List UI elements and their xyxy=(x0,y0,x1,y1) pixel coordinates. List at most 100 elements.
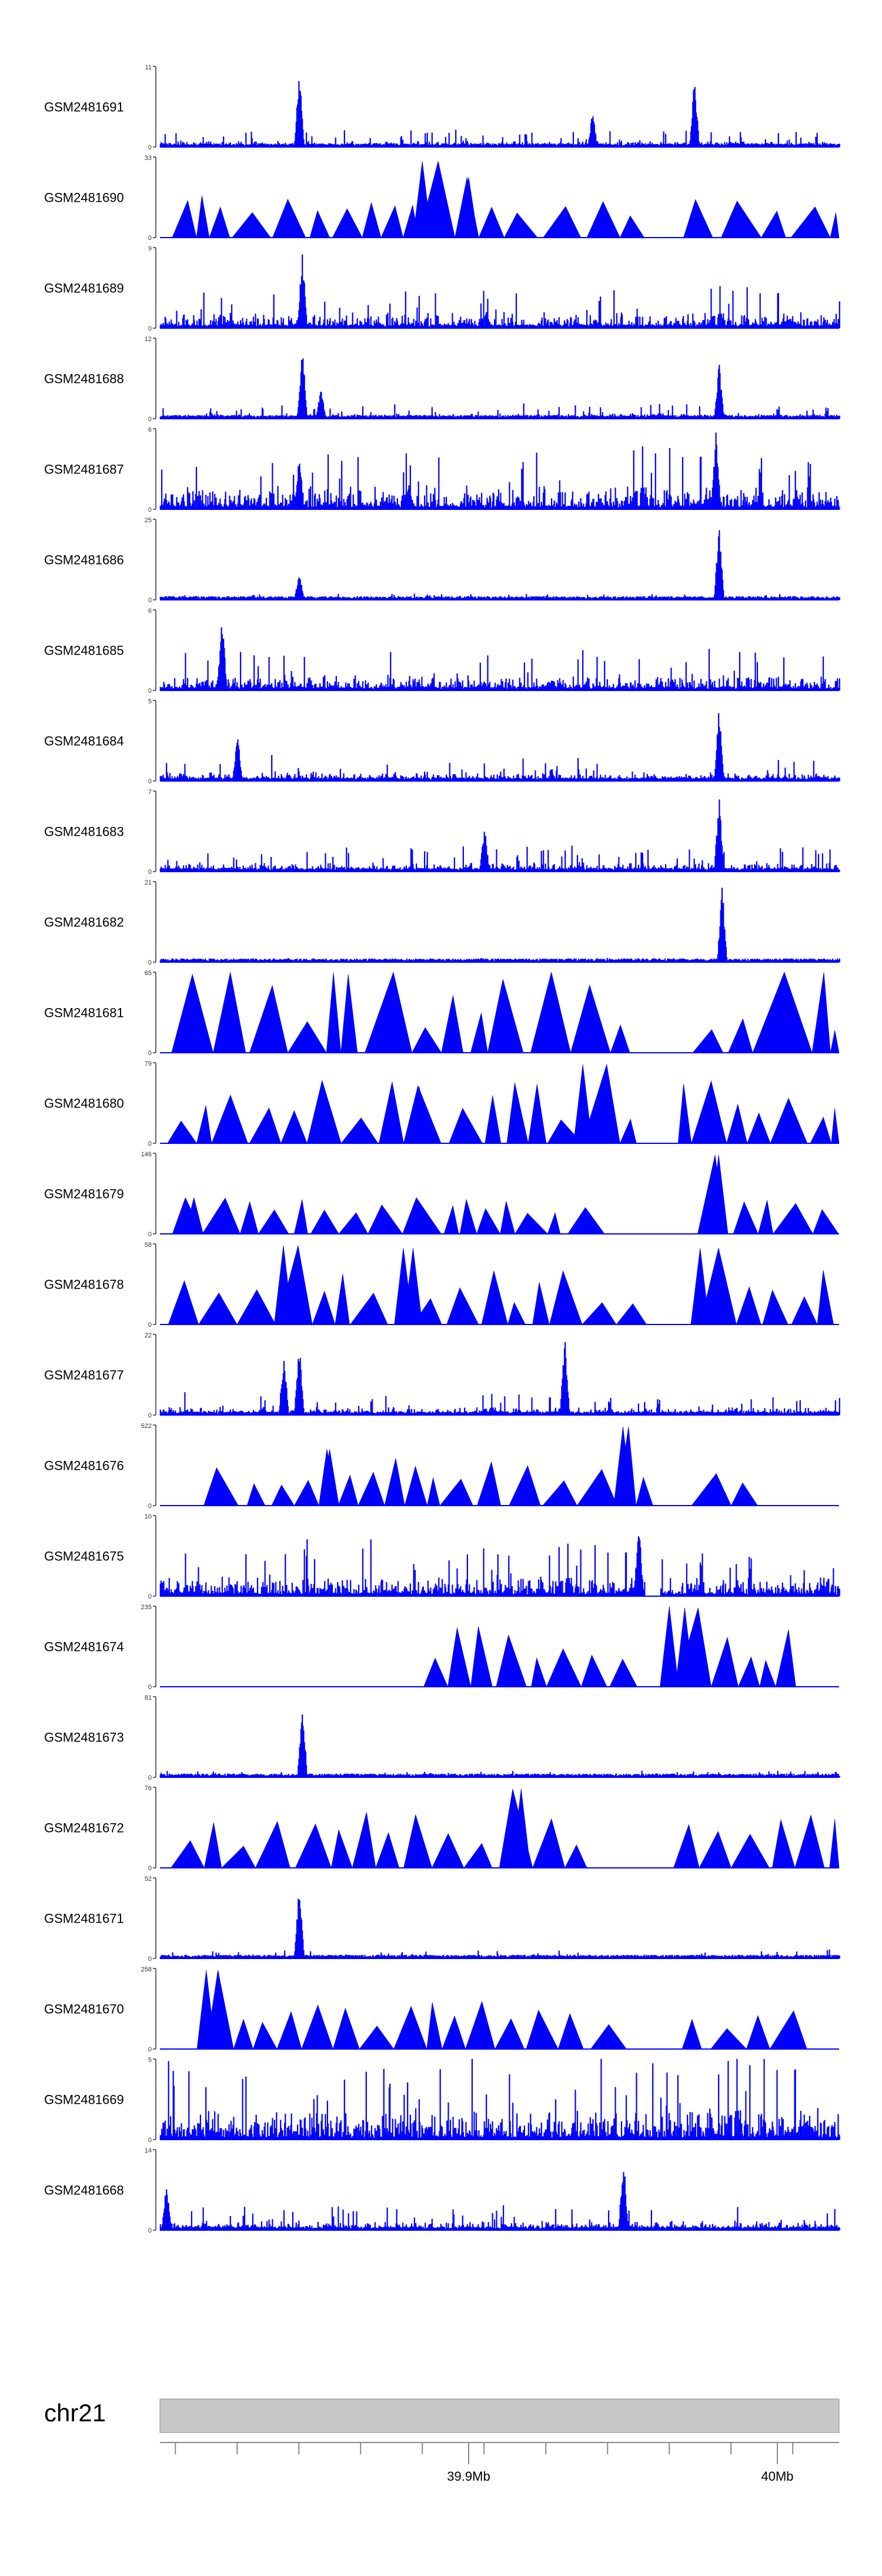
y-min-label: 0 xyxy=(148,1322,152,1329)
y-min-label: 0 xyxy=(148,1140,152,1147)
y-min-label: 0 xyxy=(148,1865,152,1872)
y-max-label: 6 xyxy=(148,426,152,433)
signal-area xyxy=(159,2058,840,2140)
track-GSM2481676: GSM2481676 522 0 xyxy=(44,1423,839,1510)
signal-area xyxy=(159,1714,840,1778)
y-min-label: 0 xyxy=(148,2137,152,2144)
y-max-label: 6 xyxy=(148,608,152,615)
y-min-label: 0 xyxy=(148,144,152,151)
track-label: GSM2481679 xyxy=(44,1187,124,1202)
track-GSM2481672: GSM2481672 76 0 xyxy=(44,1785,840,1872)
track-label: GSM2481687 xyxy=(44,462,124,477)
signal-area xyxy=(171,1788,840,1868)
signal-area xyxy=(168,1245,834,1325)
track-label: GSM2481677 xyxy=(44,1368,124,1383)
track-GSM2481682: GSM2481682 21 0 xyxy=(44,879,840,966)
signal-area xyxy=(159,432,840,510)
y-max-label: 79 xyxy=(145,1060,152,1067)
y-max-label: 235 xyxy=(141,1604,152,1611)
chromosome-band xyxy=(159,2398,840,2433)
track-label: GSM2481675 xyxy=(44,1549,124,1564)
y-min-label: 0 xyxy=(148,778,152,785)
track-label: GSM2481686 xyxy=(44,553,124,568)
track-GSM2481668: GSM2481668 14 0 xyxy=(44,2147,840,2234)
signal-area xyxy=(203,1426,758,1506)
track-GSM2481670: GSM2481670 258 0 xyxy=(44,1966,839,2053)
track-GSM2481679: GSM2481679 146 0 xyxy=(44,1151,839,1238)
track-GSM2481673: GSM2481673 81 0 xyxy=(44,1694,840,1781)
track-GSM2481685: GSM2481685 6 0 xyxy=(44,608,840,695)
track-GSM2481681: GSM2481681 65 0 xyxy=(44,970,840,1057)
y-min-label: 0 xyxy=(148,506,152,513)
signal-area xyxy=(159,799,840,872)
y-max-label: 52 xyxy=(145,1876,152,1883)
y-min-label: 0 xyxy=(148,1774,152,1781)
track-label: GSM2481671 xyxy=(44,1911,124,1926)
y-min-label: 0 xyxy=(148,416,152,423)
y-min-label: 0 xyxy=(148,1050,152,1057)
track-GSM2481684: GSM2481684 5 0 xyxy=(44,698,840,785)
genome-position-label: 40Mb xyxy=(761,2469,793,2484)
y-min-label: 0 xyxy=(148,597,152,604)
y-max-label: 58 xyxy=(145,1242,152,1249)
track-GSM2481689: GSM2481689 9 0 xyxy=(44,245,840,332)
signal-area xyxy=(423,1606,796,1687)
track-label: GSM2481673 xyxy=(44,1730,124,1745)
y-min-label: 0 xyxy=(148,959,152,966)
signal-area xyxy=(159,358,840,419)
signal-area xyxy=(159,713,840,782)
track-label: GSM2481678 xyxy=(44,1277,124,1292)
y-min-label: 0 xyxy=(148,235,152,242)
track-label: GSM2481690 xyxy=(44,191,124,205)
y-max-label: 12 xyxy=(145,336,152,343)
y-min-label: 0 xyxy=(148,1956,152,1963)
y-max-label: 5 xyxy=(148,2057,152,2064)
y-min-label: 0 xyxy=(148,1231,152,1238)
y-max-label: 33 xyxy=(145,155,152,162)
track-GSM2481690: GSM2481690 33 0 xyxy=(44,155,840,242)
track-GSM2481683: GSM2481683 7 0 xyxy=(44,789,840,876)
y-min-label: 0 xyxy=(148,688,152,695)
track-label: GSM2481691 xyxy=(44,100,124,115)
y-min-label: 0 xyxy=(148,1503,152,1510)
track-label: GSM2481676 xyxy=(44,1459,124,1473)
track-GSM2481671: GSM2481671 52 0 xyxy=(44,1876,840,1963)
track-GSM2481687: GSM2481687 6 0 xyxy=(44,426,840,513)
signal-area xyxy=(159,627,840,691)
signal-area xyxy=(159,1342,840,1416)
y-min-label: 0 xyxy=(148,2227,152,2234)
y-max-label: 7 xyxy=(148,789,152,796)
track-GSM2481691: GSM2481691 11 0 xyxy=(44,64,840,151)
y-min-label: 0 xyxy=(148,1684,152,1691)
y-max-label: 5 xyxy=(148,698,152,705)
signal-area xyxy=(172,161,840,238)
track-label: GSM2481668 xyxy=(44,2183,124,2198)
signal-area xyxy=(167,1064,840,1144)
y-min-label: 0 xyxy=(148,1412,152,1419)
genome-position-label: 39.9Mb xyxy=(447,2469,490,2484)
track-label: GSM2481674 xyxy=(44,1640,124,1654)
track-GSM2481686: GSM2481686 25 0 xyxy=(44,517,840,604)
track-label: GSM2481683 xyxy=(44,825,124,839)
signal-area xyxy=(172,1154,839,1234)
y-max-label: 11 xyxy=(145,64,152,71)
chromosome-ideogram: chr21 39.9Mb 40Mb xyxy=(44,2398,840,2484)
tracks: GSM2481691110GSM2481690330GSM248168990GS… xyxy=(44,64,840,2234)
track-GSM2481669: GSM2481669 5 0 xyxy=(44,2057,840,2144)
track-GSM2481688: GSM2481688 12 0 xyxy=(44,336,840,423)
y-max-label: 21 xyxy=(145,879,152,886)
y-max-label: 76 xyxy=(145,1785,152,1792)
y-max-label: 258 xyxy=(141,1966,152,1973)
y-max-label: 10 xyxy=(145,1513,152,1520)
signal-area xyxy=(159,1536,840,1597)
y-min-label: 0 xyxy=(148,325,152,332)
genome-axis-ticks: 39.9Mb 40Mb xyxy=(175,2442,794,2484)
track-GSM2481675: GSM2481675 10 0 xyxy=(44,1513,840,1600)
y-max-label: 146 xyxy=(141,1151,152,1158)
y-max-label: 9 xyxy=(148,245,152,252)
y-max-label: 22 xyxy=(145,1332,152,1339)
track-label: GSM2481689 xyxy=(44,281,124,296)
y-max-label: 65 xyxy=(145,970,152,977)
y-min-label: 0 xyxy=(148,1593,152,1600)
